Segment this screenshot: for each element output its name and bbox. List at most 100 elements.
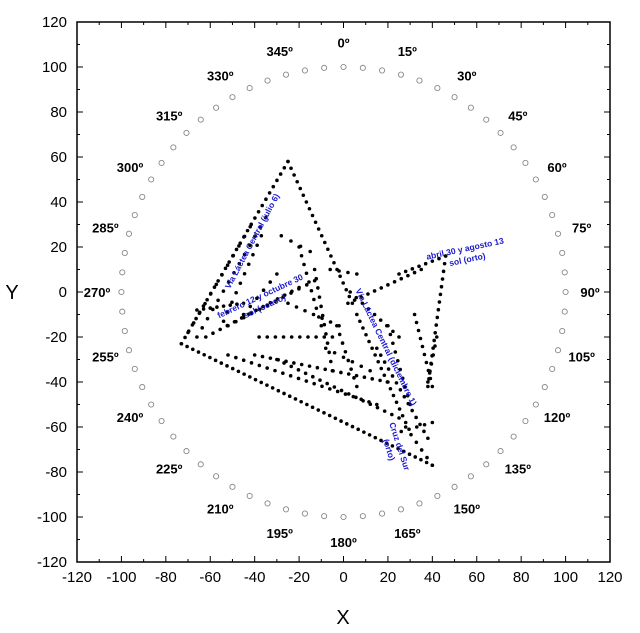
data-point	[204, 335, 208, 339]
data-point	[429, 362, 434, 366]
data-point	[242, 252, 247, 257]
azimuth-label: 255º	[92, 350, 119, 365]
azimuth-label: 30º	[457, 69, 476, 84]
data-point	[255, 243, 259, 248]
data-point	[414, 425, 419, 429]
data-point	[340, 341, 345, 345]
horizon-marker	[562, 288, 569, 296]
horizon-marker	[522, 418, 529, 425]
horizon-marker	[532, 401, 539, 408]
data-point	[343, 349, 348, 354]
data-point	[320, 316, 324, 321]
data-point	[258, 225, 263, 229]
data-point	[403, 385, 407, 389]
data-point	[414, 320, 419, 325]
data-point	[347, 294, 352, 299]
data-point	[379, 366, 384, 371]
horizon-marker	[183, 448, 190, 455]
y-tick-label: 80	[50, 104, 67, 121]
data-point	[273, 335, 278, 339]
horizon-marker	[301, 67, 308, 74]
data-point	[205, 316, 210, 321]
data-point	[226, 353, 230, 357]
horizon-marker	[301, 510, 308, 517]
data-point	[281, 335, 286, 339]
data-point	[339, 419, 343, 423]
data-point	[260, 354, 265, 359]
data-point	[275, 272, 279, 276]
data-point	[203, 301, 207, 306]
data-point	[304, 271, 309, 276]
data-point	[354, 395, 358, 400]
azimuth-label: 135º	[505, 462, 532, 477]
data-point	[268, 356, 273, 360]
data-point	[307, 364, 312, 368]
data-point	[289, 335, 294, 339]
data-point	[264, 197, 268, 202]
plot-frame	[76, 21, 611, 563]
data-point	[195, 335, 199, 339]
data-point	[332, 260, 336, 265]
data-point	[386, 283, 390, 287]
horizon-marker	[541, 193, 548, 200]
data-point	[241, 301, 246, 306]
data-point	[352, 298, 357, 302]
data-point	[410, 408, 414, 413]
data-point	[376, 359, 381, 364]
horizon-marker	[510, 433, 517, 440]
data-point	[400, 376, 405, 381]
azimuth-label: 45º	[508, 108, 527, 123]
data-point	[337, 323, 341, 328]
data-point	[296, 376, 301, 381]
data-point	[248, 304, 253, 309]
data-point	[297, 287, 301, 291]
data-point	[298, 186, 303, 191]
data-point	[379, 438, 383, 443]
data-point	[312, 297, 316, 302]
horizon-marker	[183, 129, 190, 136]
horizon-marker	[197, 461, 204, 468]
horizon-marker	[158, 159, 165, 166]
data-point	[329, 254, 333, 258]
data-point	[289, 239, 293, 243]
data-point	[289, 364, 294, 369]
azimuth-label: 210º	[207, 501, 234, 516]
horizon-marker	[379, 510, 386, 517]
y-tick-label: 0	[59, 284, 67, 301]
data-point	[372, 289, 377, 293]
horizon-marker	[451, 94, 458, 101]
x-tick-label: -40	[244, 569, 266, 586]
data-point	[313, 220, 318, 225]
data-point	[293, 397, 298, 401]
data-point	[402, 449, 406, 454]
data-point	[328, 320, 333, 324]
data-point	[360, 301, 365, 306]
horizon-marker	[246, 85, 253, 92]
data-point	[256, 209, 261, 214]
data-point	[265, 366, 269, 370]
data-point	[205, 297, 209, 302]
x-tick-label: -100	[106, 569, 136, 586]
azimuth-label: 330º	[207, 69, 234, 84]
data-point	[397, 416, 401, 420]
horizon-marker	[229, 483, 236, 490]
horizon-marker	[554, 347, 562, 354]
data-point	[382, 373, 387, 378]
data-point	[248, 375, 252, 379]
data-point	[433, 344, 437, 348]
data-point	[298, 244, 303, 249]
data-point	[368, 402, 373, 407]
azimuth-label: 270º	[84, 285, 111, 300]
data-point	[430, 463, 435, 468]
data-point	[322, 410, 326, 415]
data-point	[253, 234, 257, 238]
data-point	[418, 422, 422, 427]
data-point	[228, 303, 233, 307]
data-point	[333, 416, 338, 421]
data-point	[304, 283, 309, 287]
data-point	[417, 264, 421, 269]
data-point	[436, 307, 441, 312]
data-point	[426, 384, 430, 389]
data-point	[282, 361, 286, 365]
data-point	[273, 299, 278, 304]
